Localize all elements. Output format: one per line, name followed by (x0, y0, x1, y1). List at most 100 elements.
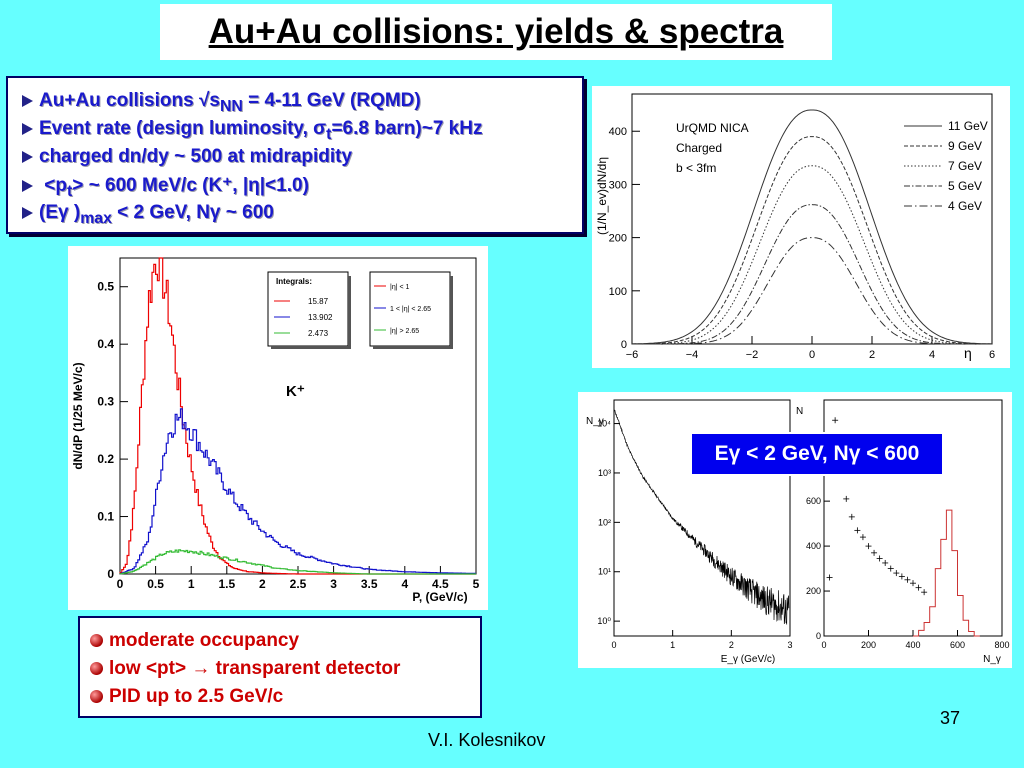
photon-charts: 10⁰ 10¹ 10² 10³ 10⁴ 0 1 2 3 0 200 400 600 800 0 200 400 6… (586, 399, 1010, 665)
x-tick-label: 0.5 (147, 577, 164, 591)
series-line-1 (119, 408, 476, 575)
y-tick-label: 10⁴ (597, 419, 611, 429)
x-tick-label: 0 (611, 640, 616, 650)
multiplicity-x-label: N_γ (983, 654, 1001, 665)
series-line-1 (632, 136, 992, 345)
legend-label: 1 < |η| < 2.65 (390, 306, 431, 313)
integrals-title: Integrals: (276, 277, 312, 286)
slide-title-box: Au+Au collisions: yields & spectra (160, 4, 832, 60)
bullet-ball-icon (90, 634, 103, 647)
x-tick-label: 0 (117, 577, 124, 591)
rapidity-panel: −6 −4 −2 0 2 4 6 0 100 200 300 400 (1/N_ev)dN/dη η … (592, 86, 1010, 368)
conclusion-item: low <pt> → transparent detector (90, 658, 400, 680)
multiplicity-y-label: N (796, 406, 803, 417)
energy-y-label: N_γ (586, 416, 604, 427)
y-axis-label: dN/dP (1/25 MeV/c) (71, 362, 85, 469)
x-axis-label: η (964, 345, 972, 361)
legend-header: UrQMD NICA (676, 121, 749, 135)
legend-label: |η| < 1 (390, 284, 410, 291)
y-tick-label: 10⁰ (597, 616, 611, 626)
bullet-ball-icon (90, 662, 103, 675)
integral-value: 13.902 (308, 313, 333, 322)
legend-label: 4 GeV (948, 199, 982, 213)
series-line-3 (632, 204, 992, 345)
y-tick-label: 400 (806, 541, 821, 551)
x-tick-label: 2 (259, 577, 266, 591)
eta-legend: |η| < 1 1 < |η| < 2.65 |η| > 2.65 (369, 271, 453, 349)
energy-plot-frame (613, 399, 791, 637)
legend-label: 11 GeV (948, 119, 988, 133)
integral-value: 2.473 (308, 329, 329, 338)
x-tick-label: 5 (473, 577, 480, 591)
series-line-2 (119, 549, 476, 575)
y-tick-label: 100 (609, 286, 627, 298)
bullet-arrow-icon (22, 94, 33, 107)
x-tick-label: −2 (746, 349, 759, 361)
integrals-legend: Integrals: 15.87 13.902 2.473 (267, 271, 351, 349)
legend-label: 7 GeV (948, 159, 982, 173)
x-tick-label: 0 (809, 349, 815, 361)
integral-value: 15.87 (308, 297, 329, 306)
kaon-spectrum-panel: 0 0.5 1 1.5 2 2.5 3 3.5 4 4.5 5 0 0.1 0.2 0.3 0.4 0.5 dN… (68, 246, 488, 610)
bullet-event-rate: Event rate (design luminosity, σt=6.8 ba… (22, 118, 482, 144)
conclusion-item: PID up to 2.5 GeV/c (90, 686, 283, 708)
bullet-arrow-icon (22, 122, 33, 135)
y-tick-label: 10¹ (598, 567, 611, 577)
legend-label: 9 GeV (948, 139, 982, 153)
y-tick-label: 200 (609, 233, 627, 245)
x-tick-label: 4 (929, 349, 935, 361)
x-tick-label: 400 (905, 640, 920, 650)
energy-x-label: E_γ (GeV/c) (721, 654, 775, 665)
y-tick-label: 0 (107, 567, 114, 581)
x-tick-label: 2 (729, 640, 734, 650)
x-tick-label: 200 (861, 640, 876, 650)
legend-header: b < 3fm (676, 161, 716, 175)
y-tick-label: 300 (609, 179, 627, 191)
y-tick-label: 0.4 (97, 337, 114, 351)
y-tick-label: 10² (598, 517, 611, 527)
author-name: V.I. Kolesnikov (428, 730, 546, 750)
bullet-arrow-icon (22, 150, 33, 163)
bullet-photon: (Eγ )max < 2 GeV, Nγ ~ 600 (22, 202, 274, 228)
bullet-energy: Au+Au collisions √sNN = 4-11 GeV (RQMD) (22, 90, 421, 116)
bullet-ball-icon (90, 690, 103, 703)
series-line-2 (632, 165, 992, 345)
x-tick-label: 4.5 (432, 577, 449, 591)
legend-label: 5 GeV (948, 179, 982, 193)
photon-summary-tag: Eγ < 2 GeV, Nγ < 600 (690, 432, 944, 476)
x-tick-label: 0 (821, 640, 826, 650)
y-tick-label: 0.5 (97, 280, 114, 294)
particle-label: K⁺ (286, 383, 305, 400)
y-tick-label: 400 (609, 126, 627, 138)
legend-label: |η| > 2.65 (390, 328, 419, 335)
page-number: 37 (940, 708, 961, 728)
bullet-arrow-icon (22, 206, 33, 219)
x-axis-label: P, (GeV/c) (412, 590, 467, 604)
y-tick-label: 600 (806, 496, 821, 506)
bullet-mean-pt: <pt> ~ 600 MeV/c (K⁺, |η|<1.0) (22, 174, 309, 201)
y-axis-label: (1/N_ev)dN/dη (595, 157, 609, 235)
x-tick-label: 1 (670, 640, 675, 650)
series-line-0 (631, 109, 993, 345)
y-tick-label: 0.2 (97, 452, 114, 466)
x-tick-label: 2 (869, 349, 875, 361)
conclusion-item: moderate occupancy (90, 630, 299, 652)
x-tick-label: 6 (989, 349, 995, 361)
x-tick-label: 800 (994, 640, 1009, 650)
slide-title: Au+Au collisions: yields & spectra (208, 12, 784, 51)
x-tick-label: 3.5 (361, 577, 378, 591)
y-tick-label: 0 (816, 631, 821, 641)
x-tick-label: 2.5 (290, 577, 307, 591)
y-tick-label: 0.1 (97, 510, 114, 524)
series-line-4 (632, 237, 992, 345)
bullet-arrow-icon (22, 179, 33, 192)
legend-header: Charged (676, 141, 722, 155)
x-tick-label: −6 (626, 349, 639, 361)
conclusions-box: moderate occupancy low <pt> → transparen… (78, 616, 482, 718)
energy-spectrum-line (614, 409, 790, 625)
multiplicity-histogram (913, 509, 980, 637)
y-tick-label: 0 (621, 339, 627, 351)
x-tick-label: −4 (686, 349, 699, 361)
x-tick-label: 1.5 (218, 577, 235, 591)
